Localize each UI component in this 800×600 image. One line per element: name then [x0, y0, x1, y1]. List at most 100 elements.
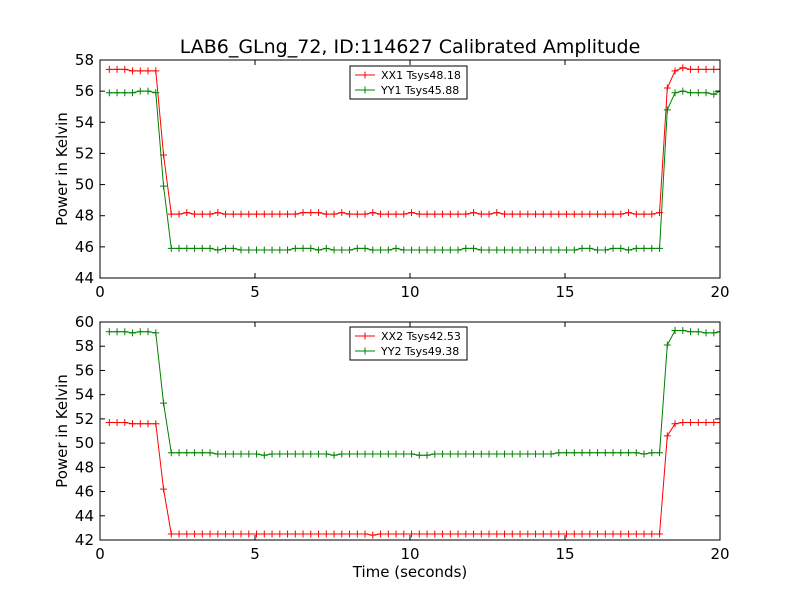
data-point	[555, 246, 563, 254]
data-point	[129, 67, 137, 75]
data-point	[222, 244, 230, 252]
data-point	[415, 530, 423, 538]
data-point	[377, 450, 385, 458]
data-point	[439, 530, 447, 538]
data-point	[586, 210, 594, 218]
data-point	[462, 244, 470, 252]
data-point	[663, 341, 671, 349]
x-tick-label: 5	[250, 545, 260, 563]
data-point	[183, 449, 191, 457]
data-point	[315, 246, 323, 254]
data-point	[617, 244, 625, 252]
data-point	[671, 89, 679, 97]
data-point	[408, 530, 416, 538]
data-point	[648, 210, 656, 218]
data-point	[121, 419, 129, 427]
data-point	[586, 449, 594, 457]
data-point	[291, 450, 299, 458]
data-point	[501, 530, 509, 538]
data-point	[369, 246, 377, 254]
data-point	[532, 210, 540, 218]
data-point	[392, 210, 400, 218]
data-point	[400, 210, 408, 218]
legend-entry: XX2 Tsys42.53	[381, 330, 461, 343]
data-point	[198, 530, 206, 538]
data-point	[485, 450, 493, 458]
data-point	[687, 419, 695, 427]
data-point	[532, 246, 540, 254]
data-point	[563, 449, 571, 457]
data-point	[105, 89, 113, 97]
data-point	[508, 210, 516, 218]
y-axis-label: Power in Kelvin	[53, 374, 71, 488]
data-point	[105, 65, 113, 73]
data-point	[594, 210, 602, 218]
legend-marker	[361, 332, 369, 340]
data-point	[539, 450, 547, 458]
data-point	[431, 530, 439, 538]
data-point	[493, 246, 501, 254]
data-point	[586, 530, 594, 538]
data-point	[547, 450, 555, 458]
data-point	[136, 67, 144, 75]
data-point	[307, 209, 315, 217]
data-point	[136, 420, 144, 428]
data-point	[330, 246, 338, 254]
legend-entry: YY1 Tsys45.88	[380, 84, 459, 97]
data-point	[671, 67, 679, 75]
data-point	[330, 451, 338, 459]
data-point	[245, 210, 253, 218]
data-point	[570, 246, 578, 254]
data-point	[260, 246, 268, 254]
data-point	[625, 246, 633, 254]
y-tick-label: 58	[75, 51, 94, 69]
data-point	[501, 210, 509, 218]
data-point	[291, 210, 299, 218]
data-point	[462, 450, 470, 458]
data-point	[253, 450, 261, 458]
data-point	[198, 210, 206, 218]
data-point	[144, 328, 152, 336]
data-point	[268, 246, 276, 254]
data-point	[260, 451, 268, 459]
data-point	[656, 449, 664, 457]
y-tick-label: 54	[75, 113, 94, 131]
data-point	[493, 530, 501, 538]
data-point	[663, 432, 671, 440]
x-tick-label: 20	[710, 545, 729, 563]
data-point	[679, 419, 687, 427]
data-point	[237, 450, 245, 458]
data-point	[485, 530, 493, 538]
y-tick-label: 48	[75, 458, 94, 476]
data-point	[253, 530, 261, 538]
data-point	[346, 530, 354, 538]
data-point	[702, 419, 710, 427]
data-point	[508, 530, 516, 538]
data-point	[640, 210, 648, 218]
data-point	[446, 450, 454, 458]
data-point	[454, 530, 462, 538]
data-point	[539, 210, 547, 218]
data-point	[702, 89, 710, 97]
data-point	[175, 449, 183, 457]
data-point	[415, 246, 423, 254]
data-point	[245, 530, 253, 538]
series-2-group	[105, 326, 720, 459]
data-point	[183, 530, 191, 538]
data-point	[121, 65, 129, 73]
data-point	[152, 420, 160, 428]
data-point	[687, 89, 695, 97]
data-point	[229, 210, 237, 218]
data-point	[105, 419, 113, 427]
data-point	[716, 419, 720, 427]
data-point	[315, 530, 323, 538]
data-point	[191, 210, 199, 218]
data-point	[353, 210, 361, 218]
data-point	[625, 530, 633, 538]
data-point	[268, 450, 276, 458]
data-point	[229, 450, 237, 458]
data-point	[547, 530, 555, 538]
data-point	[485, 246, 493, 254]
data-point	[392, 530, 400, 538]
series-line	[109, 90, 720, 251]
